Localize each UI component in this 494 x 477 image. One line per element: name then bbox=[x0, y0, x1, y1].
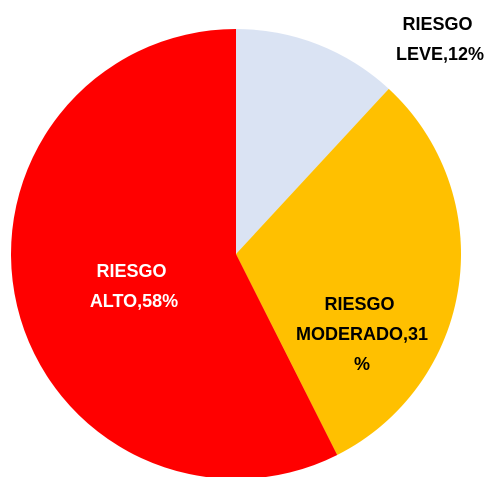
data-label-line: MODERADO,31 bbox=[296, 324, 428, 344]
pie-slice bbox=[236, 29, 389, 254]
data-label-line: % bbox=[354, 354, 370, 374]
data-label-line: RIESGO bbox=[96, 261, 171, 281]
data-label: RIESGO ALTO,58% bbox=[90, 261, 178, 311]
data-label-line: RIESGO bbox=[324, 294, 399, 314]
pie-slice bbox=[11, 29, 338, 477]
data-label-line: LEVE,12% bbox=[396, 44, 484, 64]
data-label-line: RIESGO bbox=[402, 14, 477, 34]
data-label: RIESGO MODERADO,31% bbox=[296, 294, 428, 374]
pie-slice bbox=[236, 88, 461, 455]
data-label-line: ALTO,58% bbox=[90, 291, 178, 311]
data-label: RIESGO LEVE,12% bbox=[396, 14, 484, 64]
